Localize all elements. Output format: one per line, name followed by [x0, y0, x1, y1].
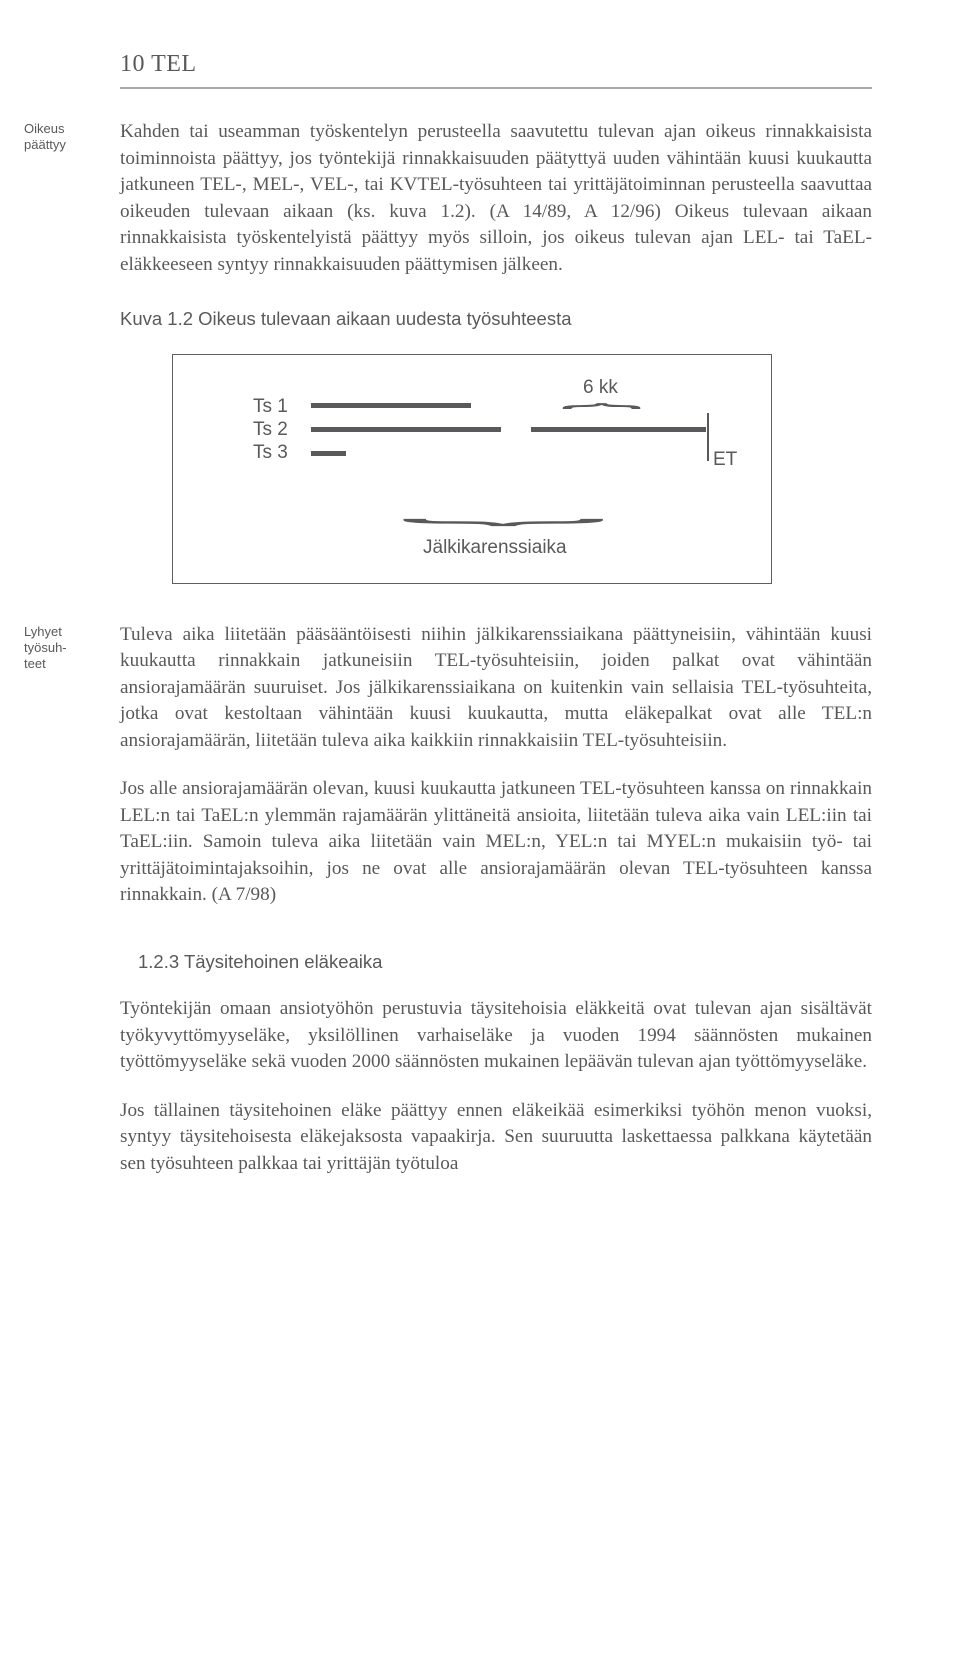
margin-note-line: päättyy: [24, 137, 66, 152]
timeline-ts1: [311, 403, 471, 408]
figure-diagram: Ts 1 Ts 2 Ts 3 6 kk ⏞ ET ⏟ Jälkikarenssi…: [172, 354, 772, 584]
body-paragraph: Jos alle ansiorajamäärän olevan, kuusi k…: [120, 776, 872, 909]
label-jalkikarenssi: Jälkikarenssiaika: [423, 535, 567, 561]
margin-note-line: Oikeus: [24, 121, 64, 136]
body-paragraph: Työntekijän omaan ansiotyöhön perustuvia…: [120, 996, 872, 1076]
body-paragraph: Jos tällainen täysitehoinen eläke päätty…: [120, 1098, 872, 1178]
et-marker: [707, 413, 709, 461]
subsection-heading: 1.2.3 Täysitehoinen eläkeaika: [138, 949, 872, 975]
body-paragraph: Kahden tai useamman työskentelyn peruste…: [120, 119, 872, 278]
body-paragraph: Tuleva aika liitetään pääsääntöisesti ni…: [120, 622, 872, 755]
paragraph-block-1: Oikeus päättyy Kahden tai useamman työsk…: [120, 119, 872, 278]
timeline-ts2: [311, 427, 501, 432]
page-header: 10 TEL: [120, 48, 872, 81]
margin-note-lyhyet: Lyhyet työsuh- teet: [24, 624, 112, 673]
paragraph-block-2: Lyhyet työsuh- teet Tuleva aika liitetää…: [120, 622, 872, 755]
margin-note-oikeus: Oikeus päättyy: [24, 121, 112, 154]
label-ts1: Ts 1: [253, 396, 288, 417]
label-et: ET: [713, 447, 737, 473]
label-ts3: Ts 3: [253, 442, 288, 463]
paragraph-block-5: Jos tällainen täysitehoinen eläke päätty…: [120, 1098, 872, 1178]
label-6kk: 6 kk: [583, 375, 618, 401]
paragraph-block-3: Jos alle ansiorajamäärän olevan, kuusi k…: [120, 776, 872, 909]
margin-note-line: työsuh-: [24, 640, 67, 655]
brace-jalkikarenssi: ⏟: [400, 491, 607, 522]
margin-note-line: Lyhyet: [24, 624, 62, 639]
margin-note-line: teet: [24, 656, 46, 671]
label-ts2: Ts 2: [253, 419, 288, 440]
paragraph-block-4: Työntekijän omaan ansiotyöhön perustuvia…: [120, 996, 872, 1076]
header-rule: [120, 87, 872, 89]
timeline-ts3: [311, 451, 346, 456]
ts-labels: Ts 1 Ts 2 Ts 3: [253, 395, 288, 465]
brace-6kk: ⏞: [561, 405, 642, 430]
figure-caption: Kuva 1.2 Oikeus tulevaan aikaan uudesta …: [120, 306, 872, 332]
